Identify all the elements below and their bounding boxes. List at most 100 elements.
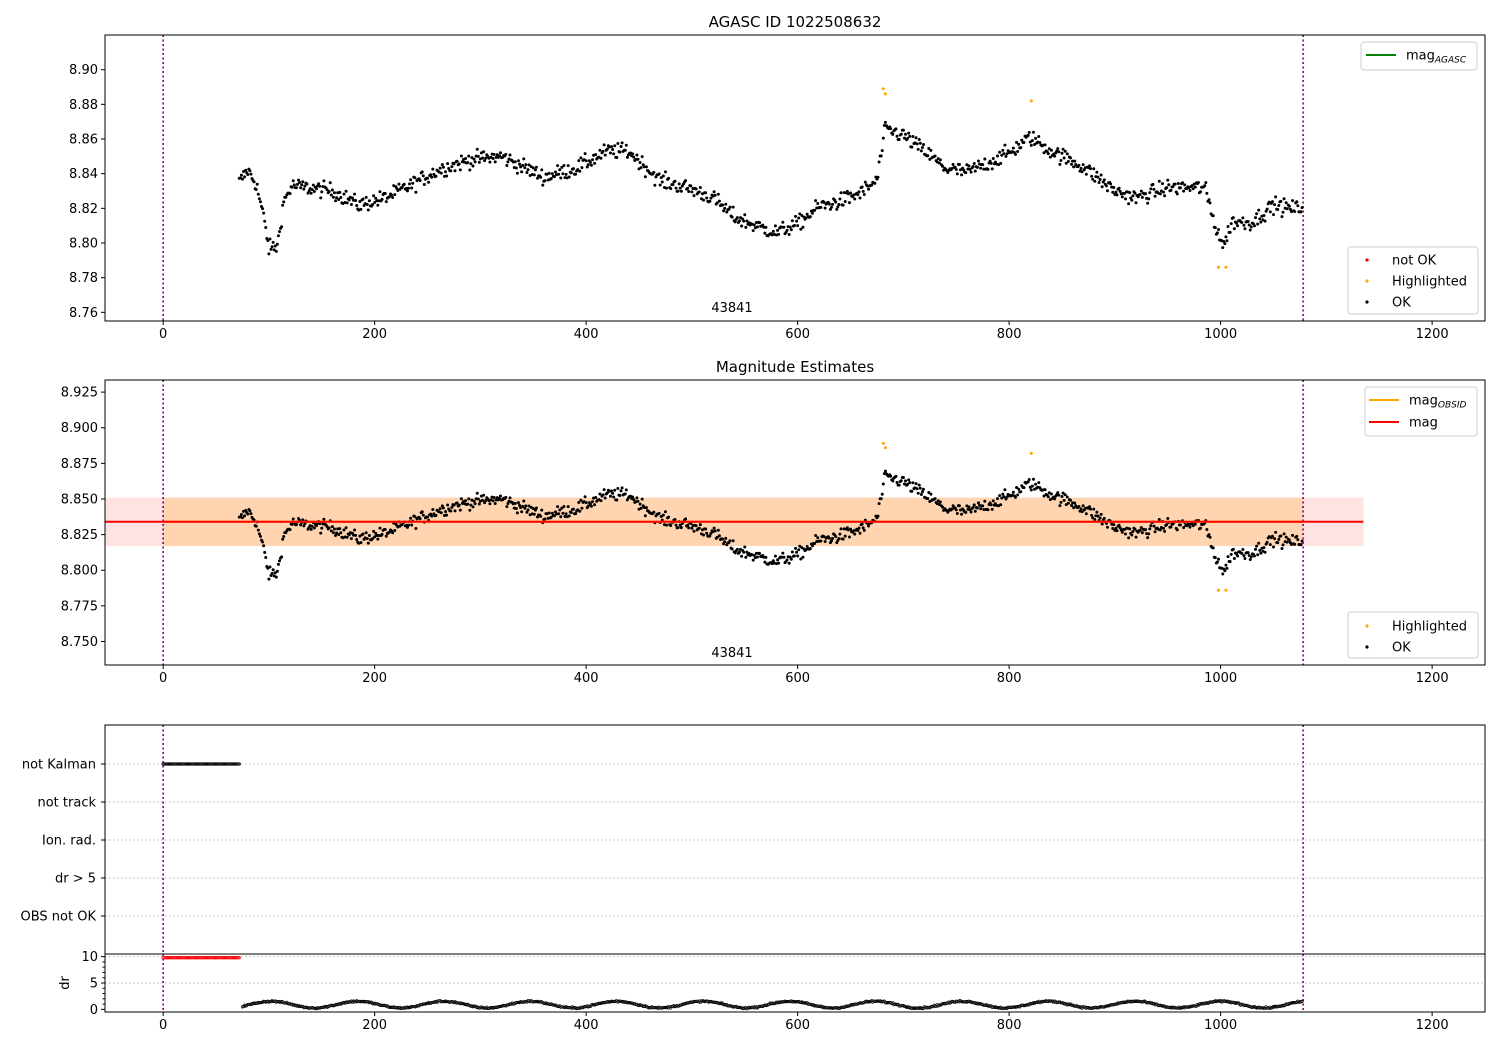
ok-point xyxy=(239,173,243,177)
ok-point xyxy=(1274,195,1278,199)
ok-point xyxy=(476,154,480,158)
ok-point xyxy=(1175,528,1179,532)
ok-point xyxy=(301,180,305,184)
dr-point xyxy=(411,1004,415,1009)
ok-point xyxy=(686,186,690,190)
ok-point xyxy=(758,221,762,225)
axes-frame xyxy=(104,379,1486,666)
ok-point xyxy=(335,196,339,200)
ok-point xyxy=(294,523,298,527)
ok-point xyxy=(309,527,313,531)
ok-point xyxy=(704,191,708,195)
dr-over-5-point xyxy=(223,956,228,960)
ok-point xyxy=(1056,491,1060,495)
ok-point xyxy=(676,526,680,530)
ok-point xyxy=(967,164,971,168)
ok-point xyxy=(635,496,639,500)
not-kalman-point xyxy=(171,762,175,766)
not-kalman-point xyxy=(220,762,224,766)
highlighted-point xyxy=(1217,588,1221,592)
dr-over-5-point xyxy=(192,956,196,960)
ok-point xyxy=(393,529,397,533)
ok-point xyxy=(880,149,884,153)
ok-point xyxy=(1252,554,1256,558)
ok-point xyxy=(374,196,378,200)
ok-point xyxy=(1223,242,1227,246)
ok-point xyxy=(673,179,677,183)
legend-box xyxy=(1347,611,1479,659)
ok-point xyxy=(763,560,767,564)
ok-point xyxy=(514,507,518,511)
ok-point xyxy=(954,508,958,512)
ok-point xyxy=(434,174,438,178)
dr-point xyxy=(545,1002,549,1006)
ok-point xyxy=(1242,554,1246,558)
ok-point xyxy=(705,196,709,200)
ok-point xyxy=(1064,161,1068,165)
not-kalman-point xyxy=(235,762,239,766)
ok-point xyxy=(1232,557,1236,561)
ok-point xyxy=(975,165,979,169)
ok-point xyxy=(1123,197,1127,201)
ok-point xyxy=(976,501,980,505)
not-kalman-point xyxy=(216,762,220,766)
ok-point xyxy=(344,189,348,193)
ok-point xyxy=(1048,498,1052,502)
ok-point xyxy=(1285,207,1289,211)
ok-point xyxy=(857,190,861,194)
ok-point xyxy=(354,533,358,537)
y-tick-label: 8.925 xyxy=(61,386,98,401)
ok-point xyxy=(1117,523,1121,527)
ok-point xyxy=(318,522,322,526)
ok-point xyxy=(1248,558,1252,562)
not-kalman-point xyxy=(214,762,218,766)
ok-point xyxy=(598,148,602,152)
dr-point xyxy=(830,1006,835,1010)
flag-label: not Kalman xyxy=(22,758,96,773)
ok-point xyxy=(557,512,561,516)
ok-point xyxy=(834,535,838,539)
ok-point xyxy=(380,532,384,536)
ok-point xyxy=(246,512,250,516)
ok-point xyxy=(689,184,693,188)
ok-point xyxy=(771,229,775,233)
ok-point xyxy=(482,150,486,154)
ok-point xyxy=(567,175,571,179)
not-kalman-point xyxy=(201,762,205,766)
ok-point xyxy=(426,176,430,180)
ok-point xyxy=(543,179,547,183)
ok-point xyxy=(519,165,523,169)
ok-point xyxy=(636,499,640,503)
ok-point xyxy=(467,154,471,158)
ok-point xyxy=(1133,191,1137,195)
ok-point xyxy=(601,493,605,497)
ok-point xyxy=(322,517,326,521)
ok-point xyxy=(453,169,457,173)
ok-point xyxy=(686,523,690,527)
ok-point xyxy=(976,159,980,163)
dr-over-5-point xyxy=(236,956,240,960)
ok-point xyxy=(829,205,833,209)
dr-over-5-point xyxy=(164,956,168,960)
ok-point xyxy=(1259,220,1263,224)
ok-point xyxy=(505,505,509,509)
ok-point xyxy=(481,156,485,160)
ok-point xyxy=(1146,536,1150,540)
ok-point xyxy=(722,209,726,213)
ok-point xyxy=(739,216,743,220)
ok-point xyxy=(335,531,339,535)
ok-point xyxy=(506,160,510,164)
ok-point xyxy=(1255,544,1259,548)
ok-point xyxy=(484,499,488,503)
ok-point xyxy=(1138,192,1142,196)
ok-point xyxy=(541,183,545,187)
ok-point xyxy=(354,199,358,203)
ok-point xyxy=(469,503,473,507)
ok-point xyxy=(277,559,281,563)
highlighted-point xyxy=(1217,265,1221,269)
ok-point xyxy=(421,174,425,178)
ok-point xyxy=(299,523,303,527)
dr-point xyxy=(1125,999,1130,1003)
ok-point xyxy=(586,504,590,508)
ok-point xyxy=(378,526,382,530)
